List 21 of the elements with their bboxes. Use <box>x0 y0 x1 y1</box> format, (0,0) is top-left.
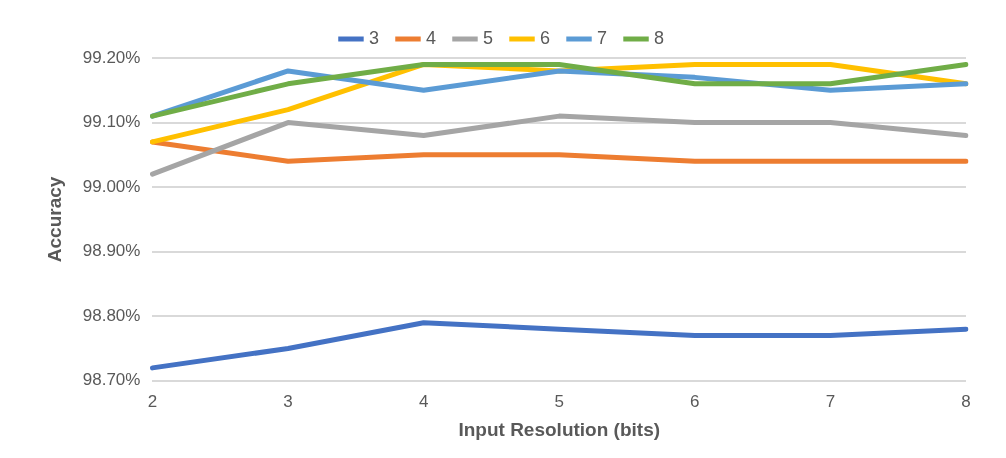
x-tick-label: 4 <box>418 391 429 411</box>
x-tick-label: 8 <box>961 391 971 411</box>
legend-label: 8 <box>654 27 665 48</box>
x-tick-label: 5 <box>554 391 564 411</box>
x-tick-label: 6 <box>690 391 700 411</box>
y-tick-label: 99.00% <box>82 176 141 196</box>
legend-label: 7 <box>597 27 608 48</box>
x-tick-label: 3 <box>283 391 293 411</box>
x-tick-label: 2 <box>147 391 158 411</box>
legend-label: 6 <box>540 27 551 48</box>
legend-label: 3 <box>368 27 379 48</box>
legend-label: 5 <box>482 27 493 48</box>
y-tick-label: 99.20% <box>82 47 141 67</box>
x-axis-title: Input Resolution (bits) <box>458 418 661 440</box>
y-tick-label: 98.90% <box>82 241 141 261</box>
y-axis-title: Accuracy <box>43 176 65 263</box>
y-tick-label: 98.80% <box>82 305 141 325</box>
legend-label: 4 <box>425 27 436 48</box>
y-tick-label: 99.10% <box>82 112 141 132</box>
x-tick-label: 7 <box>825 391 836 411</box>
y-tick-label: 98.70% <box>82 370 141 390</box>
